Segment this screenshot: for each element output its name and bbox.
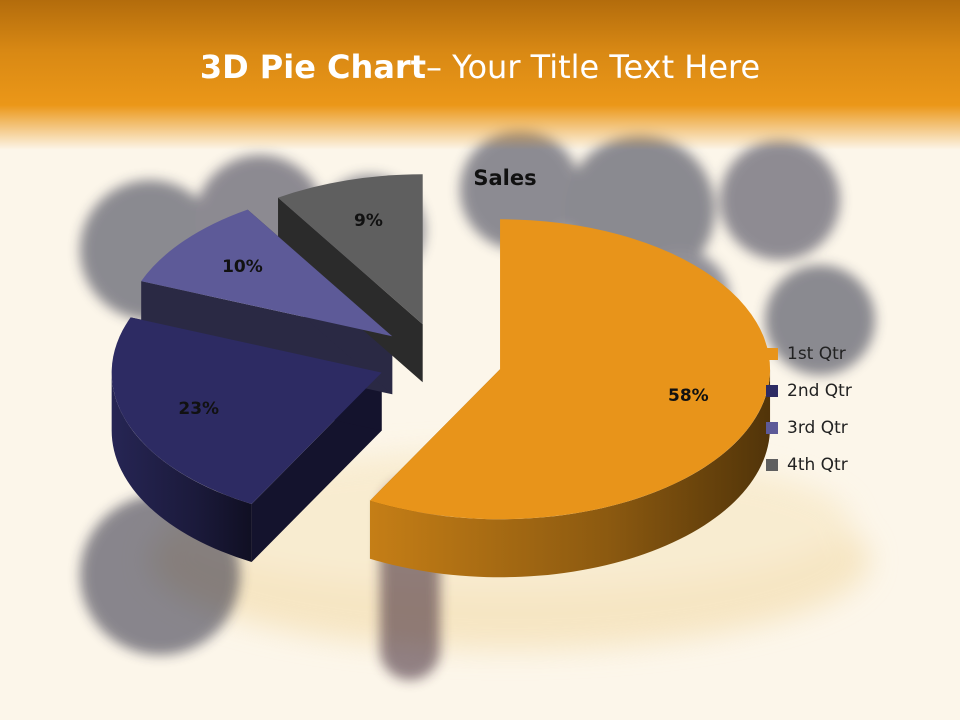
legend-item-4: 4th Qtr — [766, 446, 852, 483]
chart-title: Sales — [473, 166, 537, 190]
legend-item-2: 2nd Qtr — [766, 372, 852, 409]
title-band — [0, 0, 960, 150]
legend-item-1: 1st Qtr — [766, 335, 852, 372]
legend-swatch-1 — [766, 347, 778, 360]
pie-label-2: 23% — [178, 399, 220, 420]
legend-item-3: 3rd Qtr — [766, 409, 852, 446]
pie-label-1: 58% — [667, 386, 709, 407]
legend-swatch-2 — [766, 384, 778, 397]
pie-label-4: 9% — [354, 210, 383, 231]
legend-label-2: 2nd Qtr — [787, 380, 852, 401]
pie-slice-4 — [278, 174, 423, 325]
pie-slice-1-side — [369, 369, 771, 578]
pie-slice-4-wall-1 — [278, 197, 423, 383]
chart-legend: 1st Qtr 2nd Qtr 3rd Qtr 4th Qtr — [766, 335, 852, 483]
legend-label-1: 1st Qtr — [787, 343, 846, 364]
slide-title-rest: – Your Title Text Here — [425, 48, 761, 86]
pie-label-3: 10% — [222, 257, 263, 278]
slide-title-bold: 3D Pie Chart — [199, 48, 426, 86]
legend-swatch-4 — [766, 458, 778, 471]
legend-label-4: 4th Qtr — [787, 454, 848, 475]
legend-label-3: 3rd Qtr — [787, 417, 848, 438]
legend-swatch-3 — [766, 421, 778, 434]
pie-slice-3 — [141, 209, 393, 337]
pie-slice-2 — [111, 317, 382, 505]
slide-title: 3D Pie Chart– Your Title Text Here — [0, 48, 960, 86]
pie-slice-1 — [369, 219, 771, 520]
pie-slice-2-side — [111, 372, 252, 563]
